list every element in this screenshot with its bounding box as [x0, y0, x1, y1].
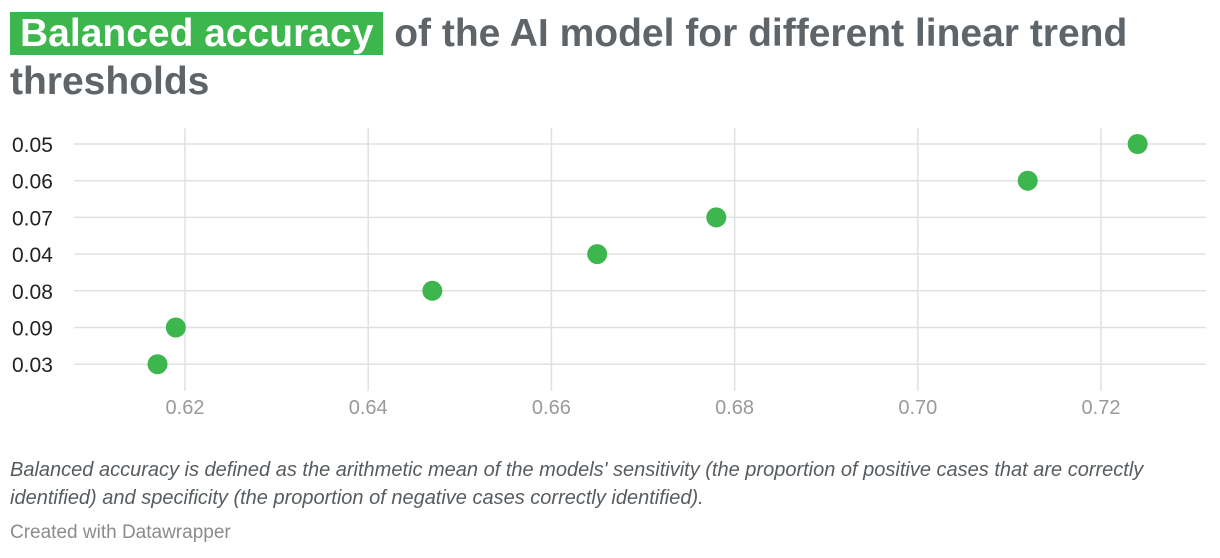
x-tick-label: 0.72: [1082, 397, 1121, 419]
data-point-0.09: [165, 317, 186, 338]
y-tick-label: 0.03: [12, 354, 53, 377]
y-tick-label: 0.09: [12, 318, 53, 341]
scatter-chart: 0.050.060.070.040.080.090.03 0.62 0.64 0.6…: [12, 128, 1206, 419]
y-tick-labels: 0.05 0.06 0.07 0.04 0.08 0.09 0.03: [12, 134, 53, 377]
data-point-0.06: [1017, 170, 1038, 191]
data-point-0.07: [706, 207, 727, 228]
data-point-0.08: [422, 280, 443, 301]
y-tick-label: 0.06: [12, 171, 53, 194]
y-tick-label: 0.05: [12, 134, 53, 157]
title-highlight: Balanced accuracy: [10, 12, 384, 55]
x-tick-label: 0.62: [166, 397, 205, 419]
data-point-0.05: [1127, 134, 1148, 154]
y-tick-label: 0.08: [12, 281, 53, 304]
x-tick-label: 0.70: [898, 397, 937, 419]
grid-layer: [74, 128, 1206, 391]
data-point-0.04: [587, 244, 608, 265]
y-tick-label: 0.07: [12, 207, 53, 230]
x-tick-label: 0.66: [532, 397, 571, 419]
credit-line: Created with Datawrapper: [10, 522, 231, 543]
data-points: [147, 134, 1148, 375]
x-tick-label: 0.68: [715, 397, 754, 419]
title-rest: of the AI model for different linear tre…: [10, 12, 1128, 103]
chart-note: Balanced accuracy is defined as the arit…: [10, 459, 1144, 509]
chart-title: Balanced accuracy of the AI model for di…: [10, 10, 1210, 106]
data-point-0.03: [147, 354, 168, 375]
x-tick-labels: 0.62 0.64 0.66 0.68 0.70 0.72: [166, 397, 1121, 419]
y-tick-label: 0.04: [12, 244, 53, 267]
x-tick-label: 0.64: [349, 397, 388, 419]
